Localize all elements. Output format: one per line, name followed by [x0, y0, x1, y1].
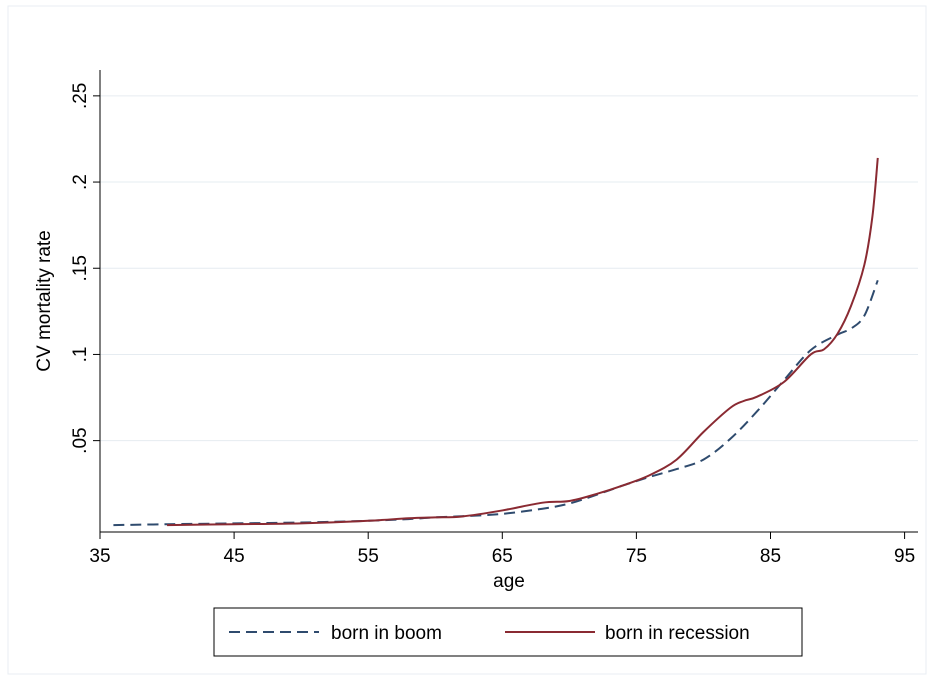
legend-label-boom: born in boom — [331, 623, 442, 644]
x-axis-label: age — [493, 571, 525, 592]
y-tick-label: .25 — [70, 83, 91, 109]
y-ticks: .05 .1 .15 .2 .25 — [70, 83, 100, 454]
legend: born in boom born in recession — [213, 607, 803, 657]
y-tick-label: .05 — [70, 427, 91, 453]
axes — [99, 70, 918, 533]
series-lines — [113, 157, 879, 527]
graph-region-border — [7, 5, 927, 675]
y-tick-label: .15 — [70, 255, 91, 281]
y-tick-label: .1 — [70, 347, 91, 363]
x-tick-label: 55 — [358, 546, 379, 567]
x-ticks: 35 45 55 65 75 85 95 — [89, 532, 915, 567]
x-tick-label: 95 — [894, 546, 915, 567]
y-tick-label: .2 — [70, 174, 91, 190]
x-tick-label: 45 — [224, 546, 245, 567]
x-tick-label: 75 — [626, 546, 647, 567]
x-tick-label: 65 — [492, 546, 513, 567]
gridlines — [100, 95, 918, 442]
y-axis-label: CV mortality rate — [34, 230, 55, 371]
x-tick-label: 85 — [760, 546, 781, 567]
x-tick-label: 35 — [89, 546, 110, 567]
legend-label-recession: born in recession — [605, 623, 750, 644]
series-line-recession — [167, 157, 879, 527]
